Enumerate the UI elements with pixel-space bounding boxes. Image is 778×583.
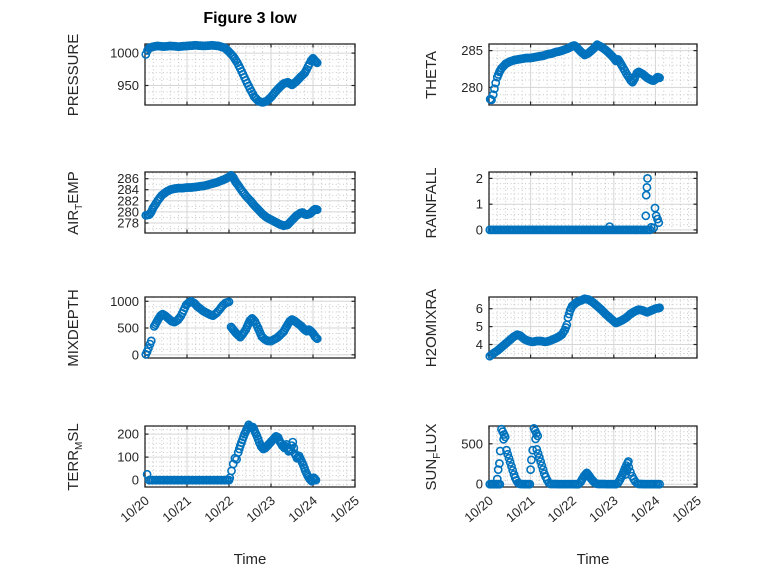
svg-text:10/20: 10/20: [117, 493, 152, 525]
y-axis-label-text: LUX: [423, 423, 440, 453]
y-axis-label-text: THETA: [423, 50, 440, 99]
figure-title: Figure 3 low: [203, 10, 297, 27]
svg-text:10/22: 10/22: [201, 493, 236, 525]
x-axis-label-time-left: Time: [233, 551, 267, 568]
svg-text:0: 0: [132, 347, 139, 362]
svg-text:280: 280: [461, 80, 483, 95]
svg-text:10/20: 10/20: [461, 493, 496, 525]
svg-text:10/24: 10/24: [285, 493, 320, 525]
svg-text:0: 0: [476, 477, 483, 492]
y-axis-label-subscript: F: [432, 452, 443, 459]
svg-text:1000: 1000: [110, 46, 139, 61]
svg-text:10/25: 10/25: [327, 493, 362, 525]
svg-text:5: 5: [476, 319, 483, 334]
svg-text:285: 285: [461, 43, 483, 58]
svg-text:10/22: 10/22: [545, 493, 580, 525]
svg-text:10/21: 10/21: [159, 493, 194, 525]
y-axis-label-sunflux: SUNFLUX: [422, 357, 443, 557]
y-axis-label-terrmsl: TERRMSL: [64, 357, 85, 557]
svg-text:0: 0: [132, 473, 139, 488]
svg-text:10/24: 10/24: [628, 493, 663, 525]
svg-text:1000: 1000: [110, 294, 139, 309]
svg-text:2: 2: [476, 171, 483, 186]
svg-text:500: 500: [117, 321, 139, 336]
y-axis-label-text: TERR: [65, 449, 82, 491]
svg-text:6: 6: [476, 301, 483, 316]
y-axis-label-text: EMP: [65, 170, 82, 204]
svg-text:100: 100: [117, 450, 139, 465]
y-axis-label-subscript: T: [74, 203, 85, 210]
svg-text:10/23: 10/23: [586, 493, 621, 525]
svg-text:10/25: 10/25: [669, 493, 704, 525]
y-axis-label-text: H2OMIXRA: [423, 288, 440, 367]
y-axis-label-text: SUN: [423, 458, 440, 490]
svg-text:10/21: 10/21: [503, 493, 538, 525]
svg-text:278: 278: [117, 216, 139, 231]
svg-text:284: 284: [117, 182, 139, 197]
svg-text:10/23: 10/23: [243, 493, 278, 525]
svg-text:286: 286: [117, 171, 139, 186]
x-axis-label-time-right: Time: [576, 551, 610, 568]
y-axis-label-subscript: M: [74, 441, 85, 450]
svg-text:282: 282: [117, 193, 139, 208]
svg-text:500: 500: [461, 436, 483, 451]
svg-text:280: 280: [117, 204, 139, 219]
svg-text:1: 1: [476, 197, 483, 212]
y-axis-label-text: SL: [65, 422, 82, 442]
y-axis-label-text: MIXDEPTH: [65, 288, 82, 367]
svg-text:950: 950: [117, 78, 139, 93]
svg-text:200: 200: [117, 427, 139, 442]
svg-text:4: 4: [476, 337, 483, 352]
svg-text:0: 0: [476, 222, 483, 237]
